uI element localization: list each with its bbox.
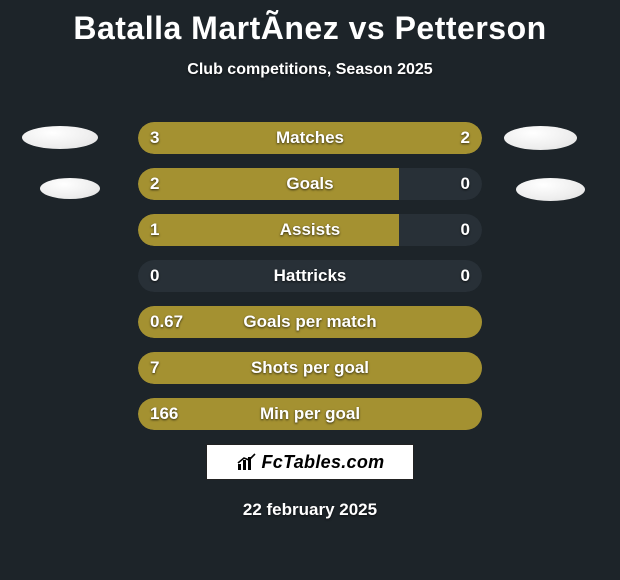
- stat-row: Goals20: [138, 168, 482, 200]
- stat-row-fill-left: [138, 122, 344, 154]
- page-title: Batalla MartÃ­nez vs Petterson: [0, 0, 620, 47]
- stat-row-fill-left: [138, 306, 482, 338]
- date-text: 22 february 2025: [0, 500, 620, 520]
- stat-row-fill-left: [138, 352, 482, 384]
- stat-row-fill-left: [138, 214, 399, 246]
- stat-row: Matches32: [138, 122, 482, 154]
- left-crest-1: [22, 126, 98, 149]
- branding-badge: FcTables.com: [206, 444, 414, 480]
- right-crest-1: [504, 126, 577, 150]
- left-crest-2: [40, 178, 100, 199]
- chart-icon: [236, 452, 258, 472]
- stat-row: Min per goal166: [138, 398, 482, 430]
- right-crest-2: [516, 178, 585, 201]
- branding-text: FcTables.com: [262, 452, 385, 473]
- subtitle: Club competitions, Season 2025: [0, 61, 620, 79]
- stat-row: Assists10: [138, 214, 482, 246]
- stat-row: Shots per goal7: [138, 352, 482, 384]
- stat-row: Hattricks00: [138, 260, 482, 292]
- stat-row: Goals per match0.67: [138, 306, 482, 338]
- stat-row-fill-right: [344, 122, 482, 154]
- comparison-bars: Matches32 Goals20 Assists10 Hattricks00 Goal…: [138, 122, 482, 444]
- stat-row-fill-left: [138, 398, 482, 430]
- stat-row-fill-left: [138, 168, 399, 200]
- stat-row-track: [138, 260, 482, 292]
